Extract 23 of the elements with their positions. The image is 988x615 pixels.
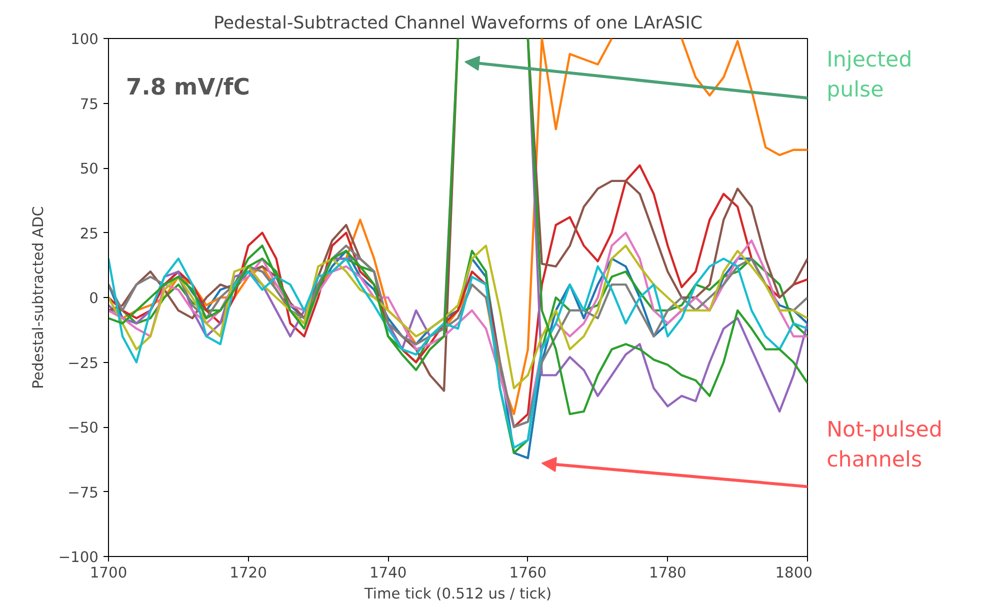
text: Not-pulsed channels: [826, 418, 942, 473]
y-axis-title: Pedestal-subtracted ADC: [30, 206, 48, 389]
y-tick-label: 25: [80, 225, 99, 242]
line-series: [108, 164, 808, 428]
y-tick-label: 75: [80, 96, 99, 113]
x-tick-label: 1780: [649, 564, 686, 582]
x-tick-label: 1720: [230, 564, 267, 582]
annotation: 7.8 mV/fC: [126, 74, 250, 101]
x-tick-label: 1700: [90, 564, 128, 582]
y-tick-label: −50: [68, 420, 99, 436]
x-axis-title: Time tick (0.512 us / tick): [363, 586, 552, 602]
x-tick-label: 1760: [509, 564, 547, 582]
x-tick-label: 1800: [775, 564, 813, 582]
y-tick-label: 50: [80, 160, 99, 178]
y-tick-label: 0: [89, 290, 99, 307]
y-tick-label: −25: [68, 354, 99, 372]
x-tick-label: 1740: [369, 564, 407, 582]
line-series: [108, 244, 808, 390]
y-tick-label: −75: [68, 484, 99, 502]
text: Injected pulse: [826, 47, 912, 102]
y-tick-label: 100: [70, 31, 99, 48]
y-tick-label: −100: [58, 549, 99, 566]
chart-title: Pedestal-Subtracted Channel Waveforms of one LArASIC: [214, 14, 702, 34]
